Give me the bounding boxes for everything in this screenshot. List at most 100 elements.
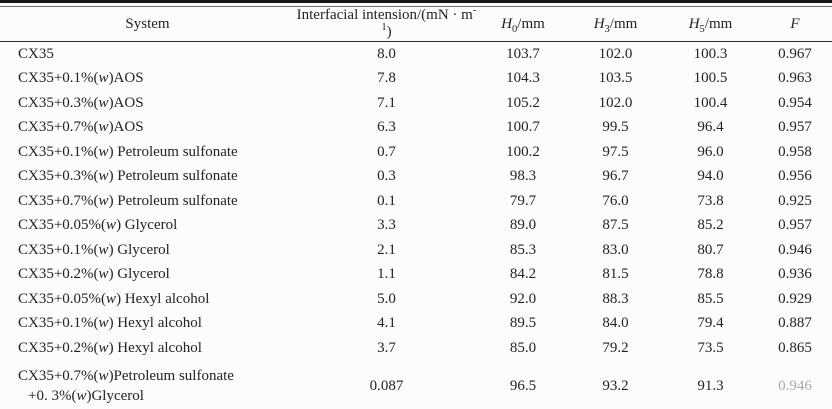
- h3-cell: 102.0: [598, 45, 633, 62]
- h5-cell: 85.2: [697, 217, 724, 234]
- table-row: CX35+0.2%(w) Hexyl alcohol 3.7 85.0 79.2…: [0, 336, 832, 361]
- f-cell: 0.865: [778, 339, 812, 356]
- f-cell: 0.946: [778, 241, 812, 258]
- col-header-h5: H5/mm: [663, 7, 758, 42]
- system-cell: CX35: [18, 45, 54, 62]
- f-cell: 0.958: [778, 143, 812, 160]
- system-cell: CX35+0.1%(w) Petroleum sulfonate: [18, 143, 238, 160]
- tension-cell: 0.087: [295, 360, 478, 409]
- table-row: CX35 8.0 103.7 102.0 100.3 0.967: [0, 42, 832, 67]
- tension-cell: 0.1: [377, 192, 396, 209]
- h0-cell: 85.3: [509, 241, 537, 258]
- h3-cell: 88.3: [602, 290, 629, 307]
- h3-cell: 96.7: [602, 168, 629, 185]
- f-cell-faded: 0.946: [758, 360, 832, 409]
- f-cell: 0.887: [778, 315, 812, 332]
- h5-cell: 100.3: [693, 45, 728, 62]
- h5-cell: 94.0: [697, 168, 724, 185]
- h0-cell: 103.7: [506, 45, 540, 62]
- h3-cell: 81.5: [602, 266, 629, 283]
- h0-cell: 104.3: [506, 70, 540, 87]
- tension-cell: 0.3: [377, 168, 396, 185]
- table-row: CX35+0.1%(w) Hexyl alcohol 4.1 89.5 84.0…: [0, 312, 832, 337]
- h0-cell: 79.7: [509, 192, 537, 209]
- h5-cell: 78.8: [697, 266, 724, 283]
- table-row: CX35+0.2%(w) Glycerol 1.1 84.2 81.5 78.8…: [0, 263, 832, 288]
- f-cell: 0.957: [778, 217, 812, 234]
- h5-cell: 96.0: [697, 143, 724, 160]
- f-cell: 0.967: [778, 45, 812, 62]
- tension-cell: 7.8: [377, 70, 396, 87]
- f-cell: 0.956: [778, 168, 812, 185]
- f-cell: 0.925: [778, 192, 812, 209]
- h5-cell: 80.7: [697, 241, 724, 258]
- h0-cell: 89.5: [509, 315, 537, 332]
- system-cell: CX35+0.1%(w) Glycerol: [18, 241, 170, 258]
- h0-cell: 84.2: [509, 266, 537, 283]
- system-cell: CX35+0.7%(w)AOS: [18, 119, 144, 136]
- table-header: System Interfacial intension/(mN · m-1) …: [0, 5, 832, 42]
- f-cell: 0.957: [778, 119, 812, 136]
- tension-cell: 1.1: [377, 266, 396, 283]
- h3-cell: 99.5: [602, 119, 629, 136]
- table-row: CX35+0.3%(w)AOS 7.1 105.2 102.0 100.4 0.…: [0, 91, 832, 116]
- h5-cell: 85.5: [697, 290, 724, 307]
- h5-cell: 91.3: [663, 360, 758, 409]
- results-table: System Interfacial intension/(mN · m-1) …: [0, 5, 832, 409]
- table-row: CX35+0.7%(w)AOS 6.3 100.7 99.5 96.4 0.95…: [0, 116, 832, 141]
- tension-cell: 2.1: [377, 241, 396, 258]
- system-cell: CX35+0.1%(w)AOS: [18, 70, 144, 87]
- tension-cell: 7.1: [377, 94, 396, 111]
- table-row: CX35+0.05%(w) Glycerol 3.3 89.0 87.5 85.…: [0, 214, 832, 239]
- h5-cell: 73.8: [697, 192, 724, 209]
- col-header-tension: Interfacial intension/(mN · m-1): [295, 5, 478, 42]
- system-cell: CX35+0.1%(w) Hexyl alcohol: [18, 315, 202, 332]
- h3-cell: 93.2: [568, 360, 663, 409]
- tension-cell: 8.0: [377, 45, 396, 62]
- system-cell: CX35+0.7%(w)Petroleum sulfonate +0. 3%(w)…: [0, 360, 295, 409]
- h3-cell: 103.5: [598, 70, 633, 87]
- table-row: CX35+0.7%(w)Petroleum sulfonate +0. 3%(w)…: [0, 360, 832, 409]
- h0-cell: 98.3: [509, 168, 537, 185]
- tension-cell: 0.7: [377, 143, 396, 160]
- col-header-h0: H0/mm: [478, 7, 568, 42]
- table-row: CX35+0.1%(w)AOS 7.8 104.3 103.5 100.5 0.…: [0, 67, 832, 92]
- h3-cell: 83.0: [602, 241, 629, 258]
- h5-cell: 100.5: [693, 70, 728, 87]
- f-cell: 0.936: [778, 266, 812, 283]
- f-cell: 0.954: [778, 94, 812, 111]
- h0-cell: 85.0: [509, 339, 537, 356]
- col-header-h3: H3/mm: [568, 7, 663, 42]
- tension-cell: 3.3: [377, 217, 396, 234]
- h5-cell: 100.4: [693, 94, 728, 111]
- h3-cell: 79.2: [602, 339, 629, 356]
- tension-cell: 6.3: [377, 119, 396, 136]
- h0-cell: 100.2: [506, 143, 540, 160]
- system-cell: CX35+0.7%(w) Petroleum sulfonate: [18, 192, 238, 209]
- table-row: CX35+0.7%(w) Petroleum sulfonate 0.1 79.…: [0, 189, 832, 214]
- table-body: CX35 8.0 103.7 102.0 100.3 0.967 CX35+0.…: [0, 42, 832, 409]
- tension-cell: 5.0: [377, 290, 396, 307]
- table-row: CX35+0.1%(w) Petroleum sulfonate 0.7 100…: [0, 140, 832, 165]
- table-row: CX35+0.1%(w) Glycerol 2.1 85.3 83.0 80.7…: [0, 238, 832, 263]
- h0-cell: 96.5: [478, 360, 568, 409]
- h0-cell: 92.0: [509, 290, 537, 307]
- f-cell: 0.929: [778, 290, 812, 307]
- system-cell: CX35+0.2%(w) Glycerol: [18, 266, 170, 283]
- h5-cell: 79.4: [697, 315, 724, 332]
- h3-cell: 84.0: [602, 315, 629, 332]
- h3-cell: 76.0: [602, 192, 629, 209]
- tension-cell: 3.7: [377, 339, 396, 356]
- f-cell: 0.963: [778, 70, 812, 87]
- col-header-f: F: [758, 7, 832, 42]
- col-header-system: System: [0, 7, 295, 42]
- h3-cell: 97.5: [602, 143, 629, 160]
- tension-cell: 4.1: [377, 315, 396, 332]
- system-cell: CX35+0.05%(w) Hexyl alcohol: [18, 290, 210, 307]
- h5-cell: 96.4: [697, 119, 724, 136]
- table-row: CX35+0.3%(w) Petroleum sulfonate 0.3 98.…: [0, 165, 832, 190]
- system-cell: CX35+0.3%(w) Petroleum sulfonate: [18, 168, 238, 185]
- h0-cell: 100.7: [506, 119, 540, 136]
- system-cell: CX35+0.3%(w)AOS: [18, 94, 144, 111]
